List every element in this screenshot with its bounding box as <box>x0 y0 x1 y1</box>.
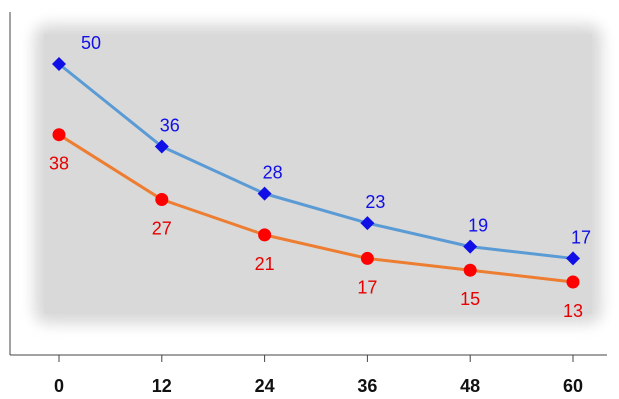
x-tick-label: 24 <box>255 376 275 396</box>
data-point-marker <box>566 275 580 289</box>
data-label: 27 <box>152 219 172 239</box>
data-point-marker <box>257 186 272 201</box>
data-label: 21 <box>255 254 275 274</box>
series-1: 50 36 28 23 19 17 <box>52 33 591 266</box>
data-label: 17 <box>571 227 591 247</box>
data-label: 17 <box>357 277 377 297</box>
data-label: 38 <box>49 154 69 174</box>
series-line <box>58 62 574 260</box>
x-axis-ticks: 0 12 24 36 48 60 <box>54 355 583 396</box>
data-point-marker <box>52 128 66 142</box>
data-point-marker <box>52 57 66 71</box>
x-tick-label: 0 <box>54 376 64 396</box>
data-label: 13 <box>563 301 583 321</box>
data-point-marker <box>463 239 478 254</box>
data-point-marker <box>360 216 375 231</box>
series-line <box>58 133 574 284</box>
x-tick-label: 36 <box>357 376 377 396</box>
x-tick-label: 12 <box>152 376 172 396</box>
x-tick-label: 48 <box>460 376 480 396</box>
series-group: 50 36 28 23 19 17 38 27 21 17 15 13 <box>49 33 591 321</box>
data-label: 50 <box>81 33 101 53</box>
data-point-marker <box>360 251 374 265</box>
data-point-marker <box>258 228 272 242</box>
data-point-marker <box>154 139 169 154</box>
data-label: 15 <box>460 289 480 309</box>
series-2: 38 27 21 17 15 13 <box>49 128 583 321</box>
data-label: 19 <box>468 216 488 236</box>
data-label: 23 <box>365 192 385 212</box>
data-label: 36 <box>160 115 180 135</box>
data-point-marker <box>155 193 169 207</box>
x-tick-label: 60 <box>563 376 583 396</box>
data-point-marker <box>463 263 477 277</box>
data-point-marker <box>566 251 580 266</box>
data-label: 28 <box>263 163 283 183</box>
